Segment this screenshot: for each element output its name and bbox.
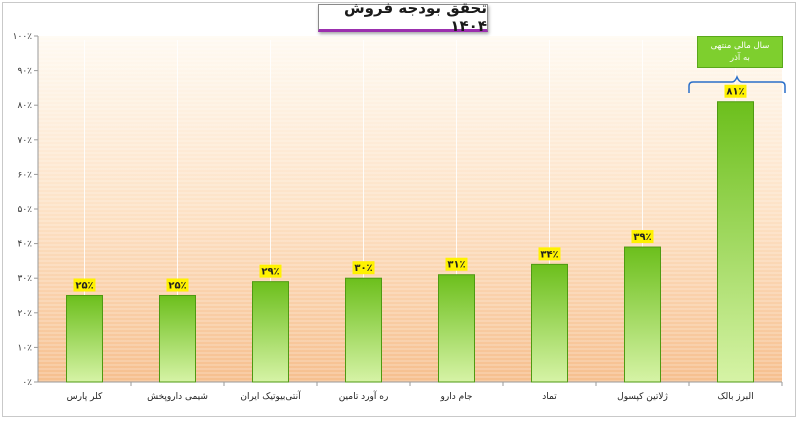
y-tick-label: ۱۰۰٪ <box>13 32 33 42</box>
bar <box>159 295 196 383</box>
data-label-bg <box>724 84 747 98</box>
data-label: ۳۴٪ <box>540 249 558 260</box>
plot-area-texture <box>38 36 782 382</box>
data-label: ۲۵٪ <box>75 281 93 292</box>
bar <box>66 295 103 383</box>
y-tick-label: ۳۰٪ <box>17 274 32 284</box>
annotation-text: سال مالی منتهی به آذر <box>710 41 770 63</box>
y-tick-label: ۹۰٪ <box>17 67 32 77</box>
data-label-bg <box>73 278 96 292</box>
data-label: ۳۹٪ <box>633 232 651 243</box>
data-label: ۳۰٪ <box>354 263 372 274</box>
y-tick-label: ۶۰٪ <box>17 170 32 180</box>
x-tick-label: ژلاتین کپسول <box>617 392 668 402</box>
data-label-bg <box>166 278 189 292</box>
x-tick-label: تماد <box>542 392 557 402</box>
data-label: ۸۱٪ <box>726 87 744 98</box>
annotation-box: سال مالی منتهی به آذر <box>697 36 783 68</box>
chart-title-box: تحقق بودجه فروش ۱۴۰۴ <box>318 0 488 35</box>
x-tick-label: ره آورد تامین <box>339 390 389 402</box>
bar <box>624 246 661 383</box>
y-tick-label: ۰٪ <box>22 378 32 388</box>
data-label-bg <box>631 230 654 244</box>
y-tick-label: ۱۰٪ <box>17 343 32 353</box>
y-tick-label: ۲۰٪ <box>17 309 32 319</box>
data-label: ۲۹٪ <box>261 267 279 278</box>
y-tick-label: ۷۰٪ <box>17 136 32 146</box>
bar <box>438 274 475 383</box>
data-label-bg <box>259 264 282 278</box>
data-label-bg <box>445 257 468 271</box>
data-label-bg <box>352 261 375 275</box>
annotation-brace <box>688 74 786 93</box>
bar <box>531 263 568 383</box>
x-tick-label: جام دارو <box>440 392 473 402</box>
x-tick-label: شیمی داروپخش <box>147 392 208 402</box>
x-tick-label: البرز بالک <box>717 392 753 402</box>
chart-title: تحقق بودجه فروش ۱۴۰۴ <box>343 0 487 35</box>
y-tick-label: ۸۰٪ <box>17 101 32 111</box>
y-tick-label: ۵۰٪ <box>17 205 32 215</box>
data-label: ۳۱٪ <box>447 260 465 271</box>
bar <box>345 277 382 383</box>
y-tick-label: ۴۰٪ <box>17 240 32 250</box>
bar <box>717 101 754 383</box>
x-tick-label: آنتی‌بیوتیک ایران <box>240 390 301 402</box>
data-label-bg <box>538 247 561 261</box>
bar <box>252 281 289 383</box>
data-label: ۲۵٪ <box>168 281 186 292</box>
x-tick-label: کلر پارس <box>67 392 103 402</box>
